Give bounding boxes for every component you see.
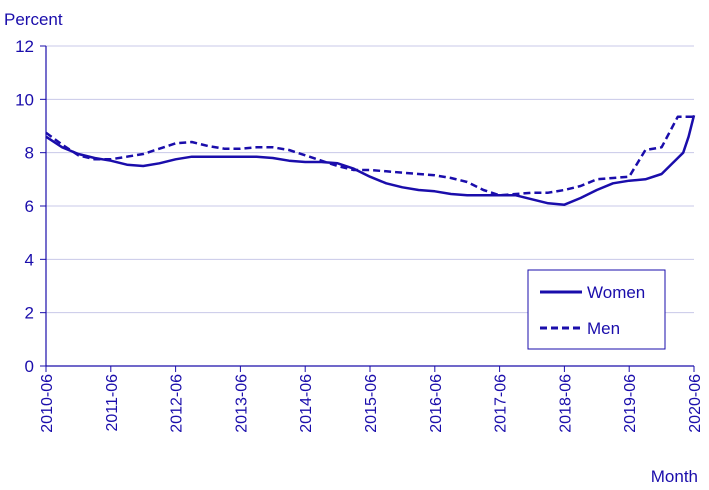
x-tick-label: 2017-06 — [493, 374, 510, 433]
y-tick-label: 8 — [25, 144, 34, 163]
y-axis-label: Percent — [4, 10, 63, 29]
y-tick-label: 12 — [15, 37, 34, 56]
x-axis-ticks: 2010-06 2011-06 2012-06 2013-06 2014-06 2015-… — [39, 366, 704, 433]
series-line-women — [45, 114, 696, 206]
x-tick-label: 2014-06 — [298, 374, 315, 433]
x-tick-label: 2010-06 — [39, 374, 56, 433]
x-tick-label: 2016-06 — [428, 374, 445, 433]
x-axis-label: Month — [651, 467, 698, 486]
x-tick-label: 2013-06 — [233, 374, 250, 433]
legend-label-men: Men — [587, 319, 620, 338]
y-tick-label: 4 — [25, 250, 34, 269]
x-tick-label: 2012-06 — [169, 374, 186, 433]
series-lines — [45, 114, 696, 206]
series-line-men — [45, 115, 694, 197]
legend-label-women: Women — [587, 283, 645, 302]
y-axis-ticks: 0 2 4 6 8 10 12 — [15, 37, 46, 376]
y-tick-label: 0 — [25, 357, 34, 376]
y-tick-label: 6 — [25, 197, 34, 216]
y-tick-label: 2 — [25, 304, 34, 323]
y-tick-label: 10 — [15, 90, 34, 109]
x-tick-label: 2020-06 — [687, 374, 704, 433]
x-tick-label: 2015-06 — [363, 374, 380, 433]
x-tick-label: 2018-06 — [557, 374, 574, 433]
x-tick-label: 2011-06 — [104, 374, 121, 432]
legend: Women Men — [527, 269, 666, 350]
legend-box — [527, 269, 666, 350]
x-tick-label: 2019-06 — [622, 374, 639, 433]
